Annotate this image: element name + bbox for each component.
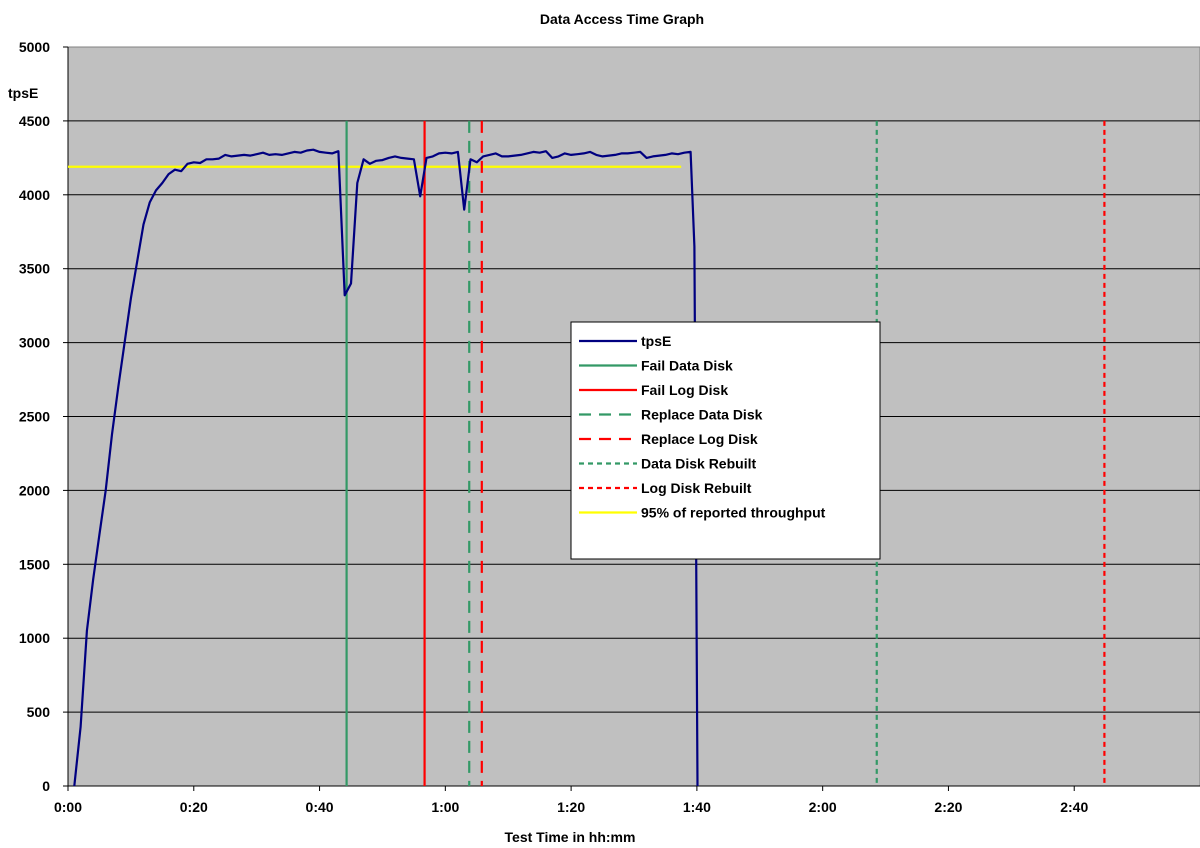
y-tick-label: 4000 [19,187,50,203]
legend-label-fail-data-disk: Fail Data Disk [641,358,733,374]
legend: tpsE Fail Data Disk Fail Log Disk Replace D… [570,321,881,560]
y-tick-label: 4500 [19,113,50,129]
y-tick-label: 3000 [19,335,50,351]
y-tick-label: 3500 [19,261,50,277]
x-tick-label: 1:20 [557,799,585,815]
y-tick-label: 1500 [19,556,50,572]
series-layer [68,120,1106,787]
legend-label-data-disk-rebuilt: Data Disk Rebuilt [641,456,756,472]
x-axis-label: Test Time in hh:mm [505,829,636,845]
legend-label-tpse: tpsE [641,333,671,349]
legend-box [570,321,881,560]
x-tick-label: 0:00 [54,799,82,815]
x-tick-label: 2:00 [809,799,837,815]
x-tick-label: 0:40 [306,799,334,815]
x-axis: 0:00 0:20 0:40 1:00 1:20 1:40 2:00 2:20 2:40 [54,785,1200,815]
y-axis-label: tpsE [8,85,38,101]
y-tick-label: 2000 [19,482,50,498]
x-tick-label: 2:40 [1060,799,1088,815]
legend-label-replace-data-disk: Replace Data Disk [641,407,763,423]
series-tpse [73,148,699,787]
x-tick-label: 1:00 [431,799,459,815]
chart-title: Data Access Time Graph [540,11,704,27]
y-tick-label: 2500 [19,409,50,425]
x-tick-label: 0:20 [180,799,208,815]
y-tick-label: 0 [42,778,50,794]
legend-label-log-disk-rebuilt: Log Disk Rebuilt [641,480,752,496]
legend-label-replace-log-disk: Replace Log Disk [641,431,758,447]
y-tick-label: 1000 [19,630,50,646]
x-tick-label: 2:20 [934,799,962,815]
y-tick-label: 500 [27,704,51,720]
x-tick-label: 1:40 [683,799,711,815]
legend-label-95-of-reported-throughput: 95% of reported throughput [641,505,826,521]
y-axis: 0 500 1000 1500 2000 2500 3000 3500 4000 4500 5000 [19,39,69,794]
y-tick-label: 5000 [19,39,50,55]
legend-label-fail-log-disk: Fail Log Disk [641,382,728,398]
